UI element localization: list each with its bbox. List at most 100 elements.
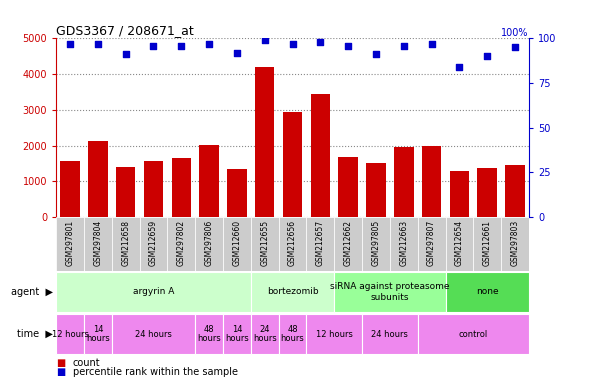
Bar: [139, 217, 167, 271]
Bar: [195, 314, 223, 354]
Text: siRNA against proteasome
subunits: siRNA against proteasome subunits: [330, 282, 450, 301]
Text: GSM212663: GSM212663: [400, 220, 408, 266]
Text: 48
hours: 48 hours: [281, 325, 304, 343]
Point: [232, 50, 242, 56]
Text: ■: ■: [56, 358, 66, 368]
Point: [177, 43, 186, 49]
Text: 24 hours: 24 hours: [135, 329, 172, 339]
Bar: [307, 217, 335, 271]
Text: GSM297804: GSM297804: [93, 220, 102, 266]
Bar: [501, 217, 529, 271]
Bar: [195, 217, 223, 271]
Text: GSM212662: GSM212662: [344, 220, 353, 266]
Text: agent  ▶: agent ▶: [11, 287, 53, 297]
Text: bortezomib: bortezomib: [267, 287, 319, 296]
Bar: [199, 145, 219, 217]
Bar: [227, 169, 246, 217]
Text: GSM297802: GSM297802: [177, 220, 186, 266]
Bar: [56, 314, 84, 354]
Bar: [478, 169, 497, 217]
Point: [121, 51, 131, 58]
Point: [343, 43, 353, 49]
Point: [288, 41, 297, 47]
Text: 100%: 100%: [501, 28, 529, 38]
Bar: [418, 217, 446, 271]
Bar: [446, 217, 473, 271]
Text: argyrin A: argyrin A: [133, 287, 174, 296]
Point: [260, 37, 269, 43]
Text: 12 hours: 12 hours: [316, 329, 353, 339]
Bar: [223, 217, 251, 271]
Text: GSM212660: GSM212660: [232, 220, 241, 266]
Bar: [335, 217, 362, 271]
Point: [93, 41, 103, 47]
Text: time  ▶: time ▶: [17, 329, 53, 339]
Bar: [251, 217, 278, 271]
Text: GSM297805: GSM297805: [372, 220, 381, 266]
Point: [316, 39, 325, 45]
Text: 24 hours: 24 hours: [372, 329, 408, 339]
Bar: [283, 112, 302, 217]
Bar: [144, 161, 163, 217]
Bar: [171, 158, 191, 217]
Point: [482, 53, 492, 59]
Bar: [60, 161, 80, 217]
Point: [454, 64, 464, 70]
Bar: [167, 217, 195, 271]
Bar: [311, 94, 330, 217]
Text: GSM297801: GSM297801: [66, 220, 74, 266]
Bar: [362, 314, 418, 354]
Bar: [251, 271, 335, 312]
Bar: [56, 217, 84, 271]
Bar: [88, 141, 108, 217]
Bar: [422, 146, 441, 217]
Text: GSM297807: GSM297807: [427, 220, 436, 266]
Text: GSM212661: GSM212661: [483, 220, 492, 266]
Text: GSM212654: GSM212654: [455, 220, 464, 266]
Bar: [505, 165, 525, 217]
Bar: [446, 271, 529, 312]
Text: percentile rank within the sample: percentile rank within the sample: [73, 367, 238, 377]
Point: [427, 41, 436, 47]
Bar: [255, 67, 274, 217]
Bar: [390, 217, 418, 271]
Text: GSM297806: GSM297806: [204, 220, 213, 266]
Bar: [112, 217, 139, 271]
Point: [204, 41, 214, 47]
Text: GSM212655: GSM212655: [260, 220, 269, 266]
Bar: [223, 314, 251, 354]
Bar: [418, 314, 529, 354]
Bar: [251, 314, 278, 354]
Text: 12 hours: 12 hours: [51, 329, 89, 339]
Text: GSM297803: GSM297803: [511, 220, 519, 266]
Text: GDS3367 / 208671_at: GDS3367 / 208671_at: [56, 24, 194, 37]
Bar: [339, 157, 358, 217]
Bar: [56, 271, 251, 312]
Bar: [116, 167, 135, 217]
Text: none: none: [476, 287, 499, 296]
Bar: [84, 314, 112, 354]
Text: GSM212659: GSM212659: [149, 220, 158, 266]
Point: [149, 43, 158, 49]
Bar: [307, 314, 362, 354]
Bar: [278, 314, 307, 354]
Bar: [394, 147, 414, 217]
Text: control: control: [459, 329, 488, 339]
Point: [371, 51, 381, 58]
Bar: [278, 217, 307, 271]
Point: [66, 41, 75, 47]
Bar: [450, 171, 469, 217]
Point: [399, 43, 408, 49]
Text: count: count: [73, 358, 100, 368]
Text: 14
hours: 14 hours: [225, 325, 249, 343]
Text: GSM212658: GSM212658: [121, 220, 130, 266]
Text: GSM212656: GSM212656: [288, 220, 297, 266]
Bar: [84, 217, 112, 271]
Bar: [473, 217, 501, 271]
Text: 14
hours: 14 hours: [86, 325, 110, 343]
Bar: [366, 163, 386, 217]
Text: 24
hours: 24 hours: [253, 325, 277, 343]
Text: 48
hours: 48 hours: [197, 325, 221, 343]
Text: ■: ■: [56, 367, 66, 377]
Point: [510, 44, 519, 50]
